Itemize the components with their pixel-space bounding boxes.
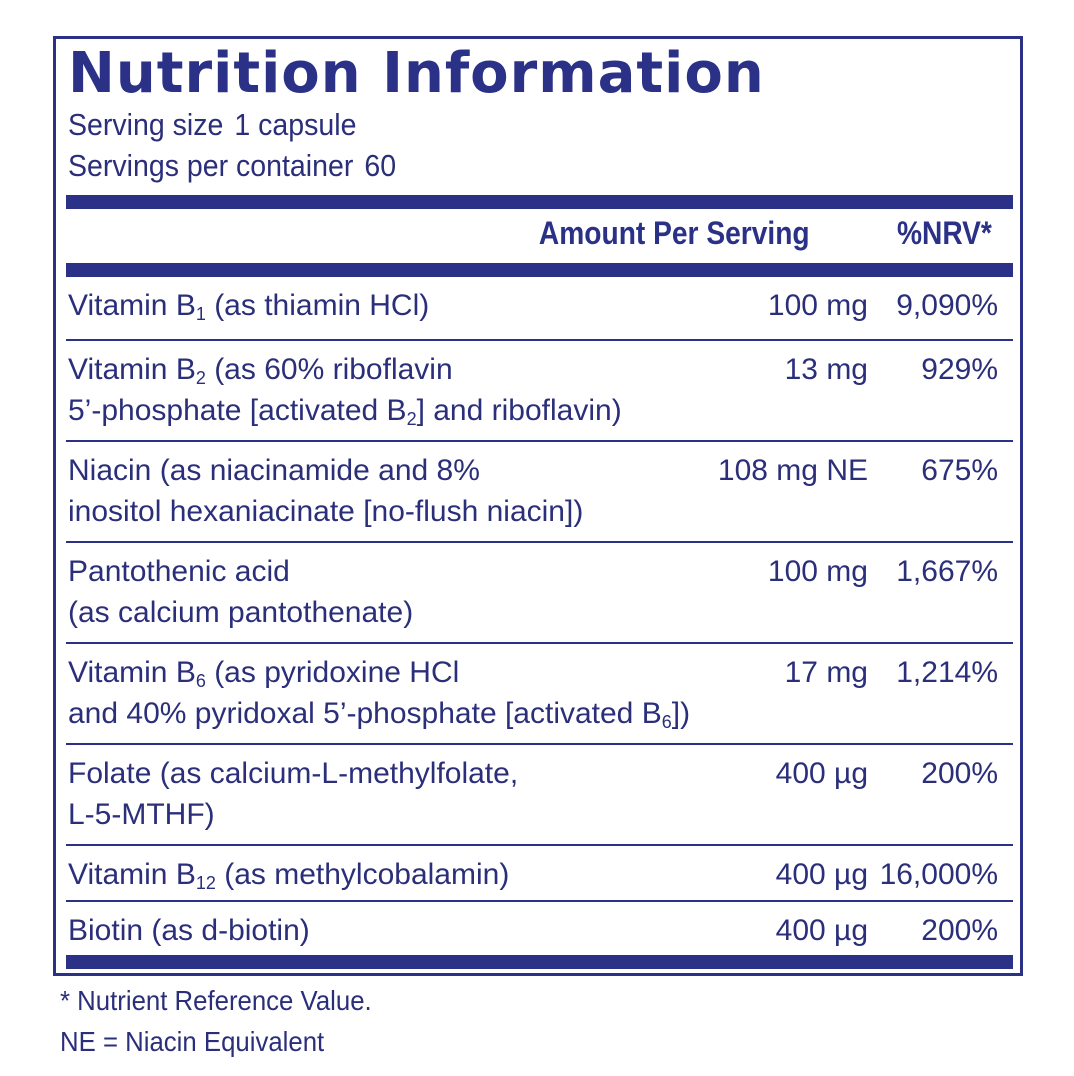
nutrient-name: Vitamin B12 (as methylcobalamin): [68, 858, 510, 893]
table-bottom-divider: [66, 955, 1013, 969]
nutrient-name: Vitamin B6 (as pyridoxine HCl and 40% py…: [68, 656, 691, 732]
nutrient-name: Pantothenic acid (as calcium pantothenat…: [68, 555, 414, 629]
table-row: Biotin (as d-biotin) 400 µg 200%: [66, 902, 1013, 955]
nutrient-nrv: 9,090%: [896, 289, 998, 322]
nutrient-amount: 400 µg: [775, 858, 868, 891]
serving-size-label: Serving size: [68, 107, 224, 142]
nutrient-nrv: 1,214%: [896, 656, 998, 689]
header-top-divider: [66, 195, 1013, 209]
panel-title: Nutrition Information: [68, 41, 765, 106]
serving-size: Serving size 1 capsule: [68, 107, 356, 143]
nutrient-nrv: 675%: [921, 454, 998, 487]
servings-per-container-value: 60: [364, 148, 397, 183]
column-header-amount: Amount Per Serving: [539, 215, 810, 251]
nutrient-amount: 400 µg: [775, 914, 868, 947]
nutrient-nrv: 16,000%: [879, 858, 998, 891]
nutrient-name: Vitamin B1 (as thiamin HCl): [68, 289, 430, 324]
table-row: Vitamin B6 (as pyridoxine HCl and 40% py…: [66, 644, 1013, 745]
nutrient-nrv: 200%: [921, 757, 998, 790]
table-row: Pantothenic acid (as calcium pantothenat…: [66, 543, 1013, 644]
nutrient-nrv: 200%: [921, 914, 998, 947]
serving-size-value: 1 capsule: [234, 107, 357, 142]
nutrient-nrv: 1,667%: [896, 555, 998, 588]
table-row: Niacin (as niacinamide and 8% inositol h…: [66, 442, 1013, 543]
nutrient-name: Vitamin B2 (as 60% riboflavin 5’-phospha…: [68, 353, 622, 429]
nutrient-nrv: 929%: [921, 353, 998, 386]
servings-per-container-label: Servings per container: [68, 148, 354, 183]
nutrient-name: Folate (as calcium-L-methylfolate, L-5-M…: [68, 757, 519, 831]
footnote-nrv: * Nutrient Reference Value.: [60, 985, 372, 1016]
nutrient-amount: 13 mg: [784, 353, 868, 386]
table-row: Folate (as calcium-L-methylfolate, L-5-M…: [66, 745, 1013, 846]
servings-per-container: Servings per container 60: [68, 148, 396, 184]
nutrient-amount: 400 µg: [775, 757, 868, 790]
nutrition-panel: Nutrition Information Serving size 1 caps…: [53, 36, 1023, 976]
column-header-nrv: %NRV*: [897, 215, 992, 251]
nutrient-name: Biotin (as d-biotin): [68, 914, 310, 947]
nutrient-amount: 17 mg: [784, 656, 868, 689]
footnote-ne: NE = Niacin Equivalent: [60, 1026, 325, 1057]
table-row: Vitamin B2 (as 60% riboflavin 5’-phospha…: [66, 341, 1013, 442]
nutrient-amount: 108 mg NE: [717, 454, 868, 487]
table-row: Vitamin B1 (as thiamin HCl) 100 mg 9,090…: [66, 277, 1013, 341]
nutrient-amount: 100 mg: [767, 555, 868, 588]
table-row: Vitamin B12 (as methylcobalamin) 400 µg …: [66, 846, 1013, 902]
nutrient-amount: 100 mg: [767, 289, 868, 322]
header-bottom-divider: [66, 263, 1013, 277]
nutrient-name: Niacin (as niacinamide and 8% inositol h…: [68, 454, 584, 528]
